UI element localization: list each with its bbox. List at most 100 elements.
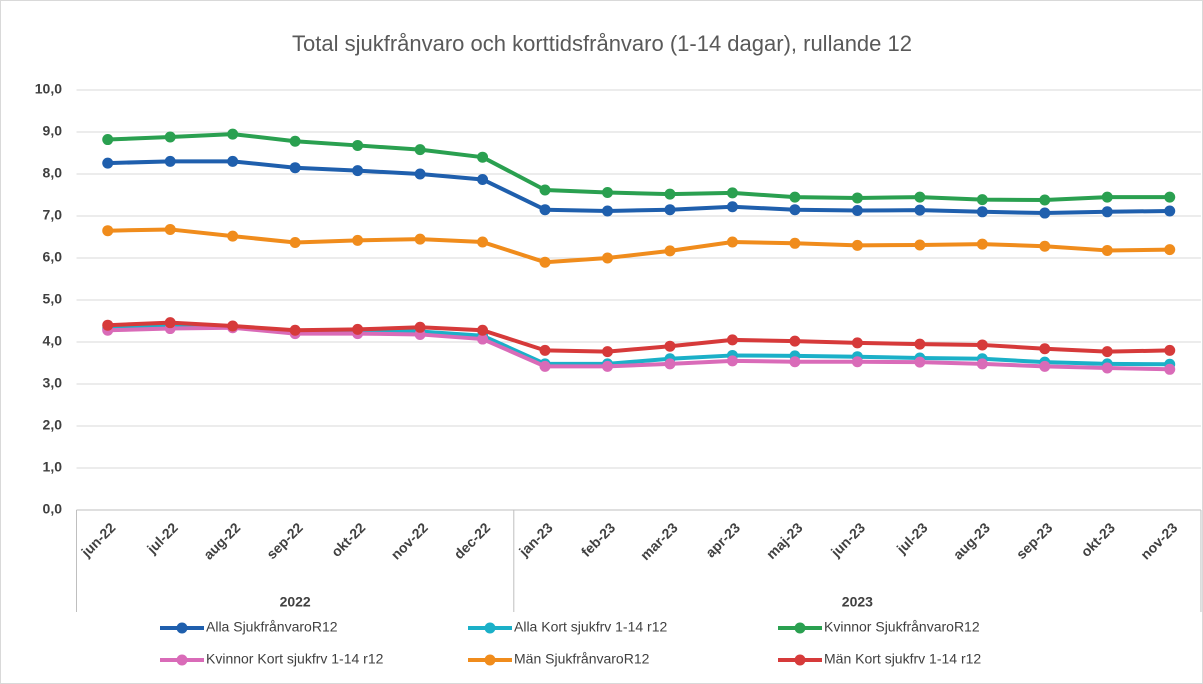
- series-point: [477, 333, 489, 345]
- series-point: [664, 358, 676, 370]
- series-point: [477, 151, 489, 163]
- series-line: [107, 227, 1170, 265]
- series-point: [414, 144, 426, 156]
- series-point: [352, 323, 364, 335]
- series-point: [414, 321, 426, 333]
- series-point: [227, 155, 239, 167]
- series-line: [107, 132, 1170, 203]
- series-point: [539, 360, 551, 372]
- series-point: [539, 344, 551, 356]
- series-point: [164, 131, 176, 143]
- series-point: [289, 324, 301, 336]
- series-point: [539, 204, 551, 216]
- series-point: [664, 204, 676, 216]
- series-point: [1101, 346, 1113, 358]
- series-point: [352, 139, 364, 151]
- series-point: [789, 356, 801, 368]
- series-point: [102, 157, 114, 169]
- series-point: [1039, 343, 1051, 355]
- legend-marker: [794, 654, 806, 666]
- series-point: [664, 245, 676, 257]
- series-point: [227, 320, 239, 332]
- series-point: [1164, 205, 1176, 217]
- series-point: [1164, 363, 1176, 375]
- chart-title: Total sjukfrånvaro och korttidsfrånvaro …: [292, 31, 912, 56]
- series-point: [1039, 240, 1051, 252]
- series-line: [107, 320, 1170, 354]
- y-tick-label: 6,0: [43, 249, 63, 265]
- series-point: [789, 191, 801, 203]
- series-point: [789, 335, 801, 347]
- series-point: [914, 191, 926, 203]
- series-point: [726, 187, 738, 199]
- y-tick-label: 0,0: [43, 501, 63, 517]
- legend-label: Kvinnor Kort sjukfrv 1-14 r12: [206, 651, 384, 667]
- series-point: [726, 201, 738, 213]
- legend-marker: [176, 622, 188, 634]
- legend-label: Alla SjukfrånvaroR12: [206, 619, 338, 635]
- y-tick-label: 4,0: [43, 333, 63, 349]
- series-point: [601, 346, 613, 358]
- group-label: 2022: [280, 594, 311, 610]
- series-point: [976, 206, 988, 218]
- group-label: 2023: [842, 594, 873, 610]
- series-point: [851, 192, 863, 204]
- series-point: [789, 204, 801, 216]
- series-point: [726, 236, 738, 248]
- series-point: [914, 338, 926, 350]
- y-tick-label: 7,0: [43, 207, 63, 223]
- legend-marker: [484, 654, 496, 666]
- series-point: [102, 319, 114, 331]
- series-point: [164, 317, 176, 329]
- series-point: [539, 184, 551, 196]
- series-point: [477, 324, 489, 336]
- y-tick-label: 5,0: [43, 291, 63, 307]
- series-point: [1101, 206, 1113, 218]
- legend-label: Män SjukfrånvaroR12: [514, 651, 650, 667]
- series-point: [1039, 194, 1051, 206]
- series-line: [107, 325, 1170, 372]
- series-point: [976, 339, 988, 351]
- series-point: [1164, 244, 1176, 256]
- series-point: [414, 168, 426, 180]
- series-point: [914, 356, 926, 368]
- series-point: [851, 356, 863, 368]
- series-point: [601, 252, 613, 264]
- series-point: [102, 134, 114, 146]
- legend-label: Män Kort sjukfrv 1-14 r12: [824, 651, 981, 667]
- series-point: [477, 173, 489, 185]
- y-tick-label: 10,0: [35, 81, 62, 97]
- series-point: [976, 194, 988, 206]
- series-point: [102, 225, 114, 237]
- series-point: [664, 340, 676, 352]
- series-point: [1039, 207, 1051, 219]
- series-point: [227, 230, 239, 242]
- legend-marker: [484, 622, 496, 634]
- series-point: [976, 238, 988, 250]
- series-point: [289, 162, 301, 174]
- series-point: [164, 223, 176, 235]
- y-tick-label: 1,0: [43, 459, 63, 475]
- series-point: [477, 236, 489, 248]
- series-point: [352, 234, 364, 246]
- legend-label: Kvinnor SjukfrånvaroR12: [824, 619, 980, 635]
- series-point: [164, 155, 176, 167]
- series-point: [289, 135, 301, 147]
- y-tick-label: 8,0: [43, 165, 63, 181]
- series-point: [664, 188, 676, 200]
- series-point: [1164, 191, 1176, 203]
- series-point: [1164, 344, 1176, 356]
- series-point: [914, 204, 926, 216]
- y-tick-label: 2,0: [43, 417, 63, 433]
- y-tick-label: 3,0: [43, 375, 63, 391]
- series-point: [601, 360, 613, 372]
- series-point: [1101, 362, 1113, 374]
- legend-marker: [176, 654, 188, 666]
- series-point: [851, 205, 863, 217]
- series-point: [726, 355, 738, 367]
- legend-marker: [794, 622, 806, 634]
- series-point: [227, 128, 239, 140]
- series-point: [851, 239, 863, 251]
- series-point: [352, 165, 364, 177]
